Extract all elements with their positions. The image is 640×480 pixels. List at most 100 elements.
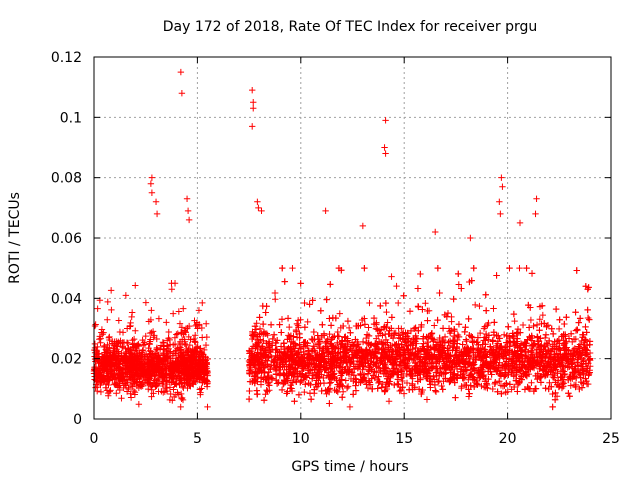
data-point bbox=[567, 382, 574, 389]
data-point bbox=[175, 340, 183, 348]
data-point bbox=[561, 370, 569, 378]
data-point bbox=[175, 308, 183, 315]
data-point bbox=[122, 292, 130, 299]
data-point bbox=[422, 300, 429, 307]
data-point bbox=[409, 345, 416, 353]
data-point bbox=[191, 338, 198, 345]
data-point bbox=[189, 363, 196, 370]
data-point bbox=[93, 387, 101, 395]
data-point bbox=[286, 323, 293, 331]
data-point bbox=[359, 338, 367, 346]
data-point bbox=[135, 401, 143, 408]
data-point bbox=[336, 310, 343, 317]
data-point bbox=[149, 328, 157, 335]
data-point bbox=[199, 299, 206, 307]
data-point bbox=[146, 347, 154, 355]
data-point bbox=[181, 327, 188, 334]
data-point bbox=[374, 385, 381, 392]
data-point bbox=[379, 332, 386, 339]
data-point bbox=[295, 391, 303, 398]
data-point bbox=[455, 270, 462, 278]
data-point bbox=[383, 308, 390, 316]
data-point bbox=[134, 360, 141, 368]
data-point bbox=[519, 321, 527, 329]
data-point bbox=[112, 381, 120, 389]
data-point bbox=[119, 373, 127, 381]
data-point bbox=[497, 370, 504, 377]
data-point bbox=[130, 340, 138, 347]
data-point bbox=[453, 365, 461, 373]
data-point bbox=[301, 299, 308, 307]
data-point bbox=[326, 400, 333, 407]
data-point bbox=[407, 327, 415, 335]
data-point bbox=[172, 380, 179, 387]
data-point bbox=[583, 351, 590, 358]
data-point bbox=[388, 273, 395, 280]
data-point bbox=[162, 384, 169, 392]
data-point bbox=[420, 340, 427, 347]
data-point bbox=[548, 325, 555, 332]
data-point bbox=[132, 282, 139, 289]
data-point bbox=[188, 352, 196, 360]
data-point bbox=[194, 373, 202, 380]
data-point bbox=[200, 367, 207, 374]
data-point bbox=[364, 384, 372, 392]
data-point bbox=[115, 317, 123, 324]
data-point bbox=[477, 345, 485, 352]
data-point bbox=[147, 316, 155, 324]
data-point bbox=[566, 373, 573, 381]
data-point bbox=[310, 343, 318, 350]
data-point bbox=[575, 319, 582, 326]
data-point bbox=[112, 374, 119, 381]
data-point bbox=[393, 282, 400, 290]
data-point bbox=[146, 341, 153, 348]
data-point bbox=[371, 374, 379, 382]
data-point bbox=[173, 331, 180, 338]
data-point bbox=[305, 380, 312, 387]
data-point bbox=[146, 371, 153, 378]
data-point bbox=[97, 381, 104, 389]
data-point bbox=[159, 373, 167, 381]
data-point bbox=[151, 377, 159, 384]
data-point bbox=[400, 390, 408, 397]
data-point bbox=[148, 356, 156, 364]
data-point bbox=[417, 323, 425, 331]
data-point bbox=[400, 292, 407, 299]
data-point bbox=[153, 352, 160, 360]
data-point bbox=[198, 324, 206, 332]
data-point bbox=[470, 338, 478, 345]
data-point bbox=[180, 384, 187, 392]
data-point bbox=[195, 364, 202, 372]
data-point bbox=[397, 386, 405, 394]
data-point bbox=[573, 326, 581, 333]
data-point bbox=[436, 289, 443, 297]
data-point bbox=[153, 335, 160, 343]
data-point bbox=[444, 309, 452, 317]
data-point bbox=[178, 395, 185, 402]
data-point bbox=[375, 379, 382, 387]
data-point bbox=[284, 315, 292, 322]
data-point bbox=[163, 378, 170, 385]
data-point bbox=[366, 299, 373, 307]
data-point bbox=[114, 343, 121, 350]
data-point bbox=[511, 317, 518, 325]
data-point bbox=[575, 369, 582, 377]
data-point bbox=[478, 348, 486, 356]
data-point bbox=[344, 383, 352, 390]
data-point bbox=[131, 391, 139, 398]
data-point bbox=[118, 366, 126, 374]
data-point bbox=[455, 281, 462, 288]
data-point bbox=[116, 372, 124, 379]
data-point bbox=[145, 385, 152, 393]
data-point bbox=[97, 388, 105, 396]
data-point bbox=[510, 383, 518, 391]
data-point bbox=[256, 314, 263, 321]
data-point bbox=[152, 382, 160, 389]
data-point bbox=[204, 403, 211, 411]
data-point bbox=[113, 346, 120, 353]
data-point bbox=[104, 348, 111, 355]
data-point bbox=[115, 338, 122, 345]
data-point bbox=[498, 390, 505, 397]
data-point bbox=[553, 392, 561, 400]
data-point bbox=[540, 343, 548, 351]
